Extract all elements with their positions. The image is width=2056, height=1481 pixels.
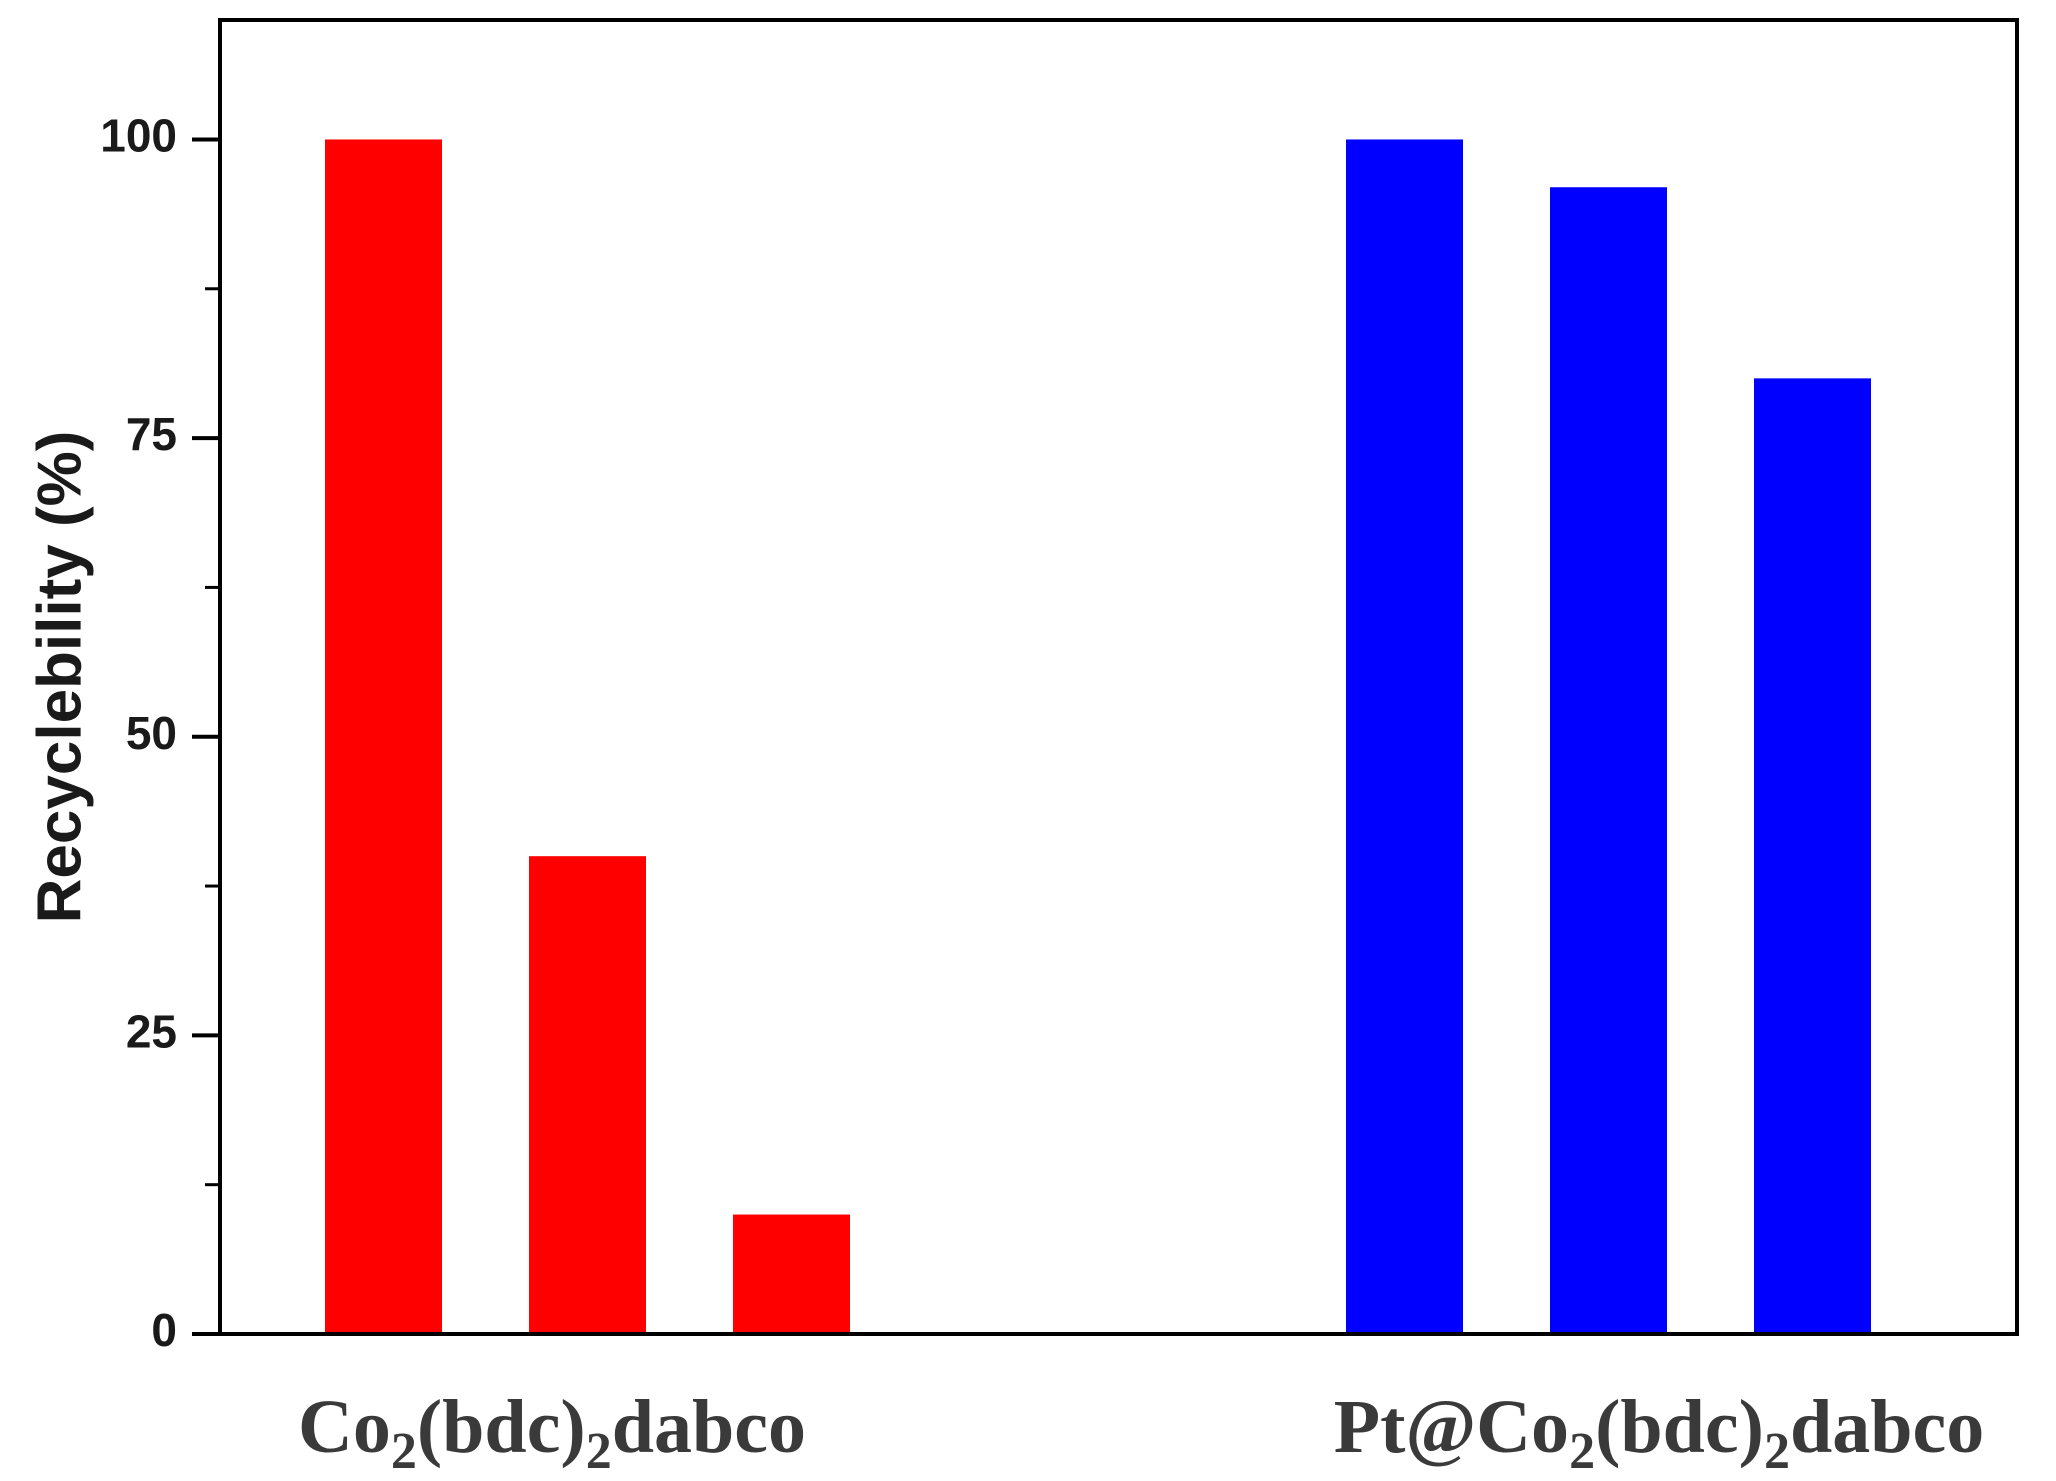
y-tick-label-100: 100 xyxy=(100,110,177,162)
y-tick-label-25: 25 xyxy=(126,1006,177,1058)
y-axis: 0 25 50 75 100 xyxy=(100,110,220,1356)
y-axis-label: Recyclebility (%) xyxy=(25,431,94,924)
y-tick-label-0: 0 xyxy=(151,1304,177,1356)
y-tick-label-75: 75 xyxy=(126,408,177,460)
x-category-label-2: Pt@Co2(bdc)2dabco xyxy=(1334,1385,1984,1480)
y-tick-label-50: 50 xyxy=(126,707,177,759)
bar-group2-3 xyxy=(1754,378,1871,1334)
bar-group2-1 xyxy=(1346,139,1463,1334)
x-category-label-1: Co2(bdc)2dabco xyxy=(298,1385,806,1480)
x-axis-categories: Co2(bdc)2dabco Pt@Co2(bdc)2dabco xyxy=(298,1385,1984,1480)
bars-layer xyxy=(325,139,1871,1335)
bar-group1-2 xyxy=(529,856,646,1334)
bar-group2-2 xyxy=(1550,187,1667,1335)
bar-group1-3 xyxy=(733,1214,850,1334)
bar-group1-1 xyxy=(325,139,442,1334)
plot-frame xyxy=(218,18,2019,1336)
